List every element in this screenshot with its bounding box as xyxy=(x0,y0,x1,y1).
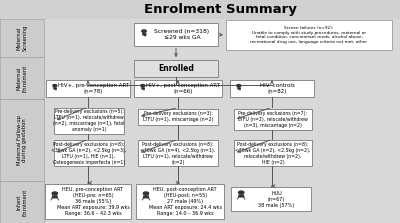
FancyBboxPatch shape xyxy=(0,99,44,181)
Circle shape xyxy=(143,192,149,195)
Text: Enrolment Summary: Enrolment Summary xyxy=(144,3,296,16)
Text: Screen failures (n=92):
Unable to comply with study procedures, maternal or
feta: Screen failures (n=92): Unable to comply… xyxy=(250,26,368,44)
Circle shape xyxy=(142,30,146,32)
FancyBboxPatch shape xyxy=(45,184,131,219)
FancyBboxPatch shape xyxy=(0,181,44,223)
Text: Post-delivery exclusions (n=8):
<36wk GA (n=4), <2.5kg (n=1),
LTFU (n=1), reloca: Post-delivery exclusions (n=8): <36wk GA… xyxy=(140,142,216,165)
FancyBboxPatch shape xyxy=(54,140,124,166)
FancyBboxPatch shape xyxy=(134,80,222,97)
Text: HIV+, post-conception ART
(n=66): HIV+, post-conception ART (n=66) xyxy=(146,83,220,94)
FancyBboxPatch shape xyxy=(0,57,44,99)
FancyBboxPatch shape xyxy=(134,60,218,77)
Text: Maternal
Enrolment: Maternal Enrolment xyxy=(16,64,27,92)
Text: Screened (n=318)
≤29 wks GA: Screened (n=318) ≤29 wks GA xyxy=(154,29,210,40)
Text: HEU, post-conception ART
(HEU-post; n=55)
27 male (49%)
Mean ART exposure: 24.4 : HEU, post-conception ART (HEU-post; n=55… xyxy=(149,187,222,216)
Polygon shape xyxy=(141,87,145,91)
Circle shape xyxy=(237,85,241,87)
Text: Maternal Follow-up
during gestation: Maternal Follow-up during gestation xyxy=(16,115,27,165)
Text: Post-delivery exclusions (n=8):
<36wk GA (n=2), <2.5kg (n=3),
LTFU (n=1), HIE (n: Post-delivery exclusions (n=8): <36wk GA… xyxy=(51,142,127,165)
Text: Enrolled: Enrolled xyxy=(158,64,194,73)
Text: HIV- controls
(n=82): HIV- controls (n=82) xyxy=(260,83,294,94)
FancyBboxPatch shape xyxy=(46,80,130,97)
Text: HEU, pre-conception ART
(HEU-pre; n=65)
36 male (55%)
Mean ART exposure: 39.9 wk: HEU, pre-conception ART (HEU-pre; n=65) … xyxy=(56,187,130,216)
FancyBboxPatch shape xyxy=(234,109,312,130)
FancyBboxPatch shape xyxy=(234,140,312,166)
Circle shape xyxy=(141,85,145,87)
FancyBboxPatch shape xyxy=(54,108,124,134)
Polygon shape xyxy=(52,195,58,198)
FancyBboxPatch shape xyxy=(0,19,44,57)
FancyBboxPatch shape xyxy=(138,140,218,166)
FancyBboxPatch shape xyxy=(230,80,314,97)
Text: HIV+, pre-conception ART
(n=78): HIV+, pre-conception ART (n=78) xyxy=(58,83,129,94)
Text: Post-delivery exclusions (n=8):
<36wk GA (n=2), <2.5kg (n=2),
relocate/withdrew : Post-delivery exclusions (n=8): <36wk GA… xyxy=(235,142,311,165)
Circle shape xyxy=(238,191,244,194)
Polygon shape xyxy=(142,32,147,37)
Text: Infant
Enrolment: Infant Enrolment xyxy=(16,188,27,215)
Text: Pre-delivery exclusions (n=7):
LTFU (n=2), relocate/withdrew
(n=3), miscarriage : Pre-delivery exclusions (n=7): LTFU (n=2… xyxy=(238,111,308,128)
Polygon shape xyxy=(143,195,149,198)
Polygon shape xyxy=(53,87,57,91)
Circle shape xyxy=(52,192,58,195)
Circle shape xyxy=(53,85,57,87)
FancyBboxPatch shape xyxy=(138,109,218,125)
Polygon shape xyxy=(238,194,244,198)
Text: Pre-delivery exclusions (n=5):
LTFU (n=1), relocate/withdrew
(n=2), miscarriage : Pre-delivery exclusions (n=5): LTFU (n=1… xyxy=(53,109,125,132)
Text: HUU
(n=67)
38 male (57%): HUU (n=67) 38 male (57%) xyxy=(258,190,294,208)
Text: Pre-delivery exclusions (n=3):
LTFU (n=1), miscarriage (n=2): Pre-delivery exclusions (n=3): LTFU (n=1… xyxy=(143,111,213,122)
FancyBboxPatch shape xyxy=(134,23,218,46)
Polygon shape xyxy=(237,87,241,91)
FancyBboxPatch shape xyxy=(231,187,311,211)
Text: Maternal
Screening: Maternal Screening xyxy=(16,25,27,51)
FancyBboxPatch shape xyxy=(136,184,224,219)
FancyBboxPatch shape xyxy=(226,20,392,50)
FancyBboxPatch shape xyxy=(0,0,400,19)
